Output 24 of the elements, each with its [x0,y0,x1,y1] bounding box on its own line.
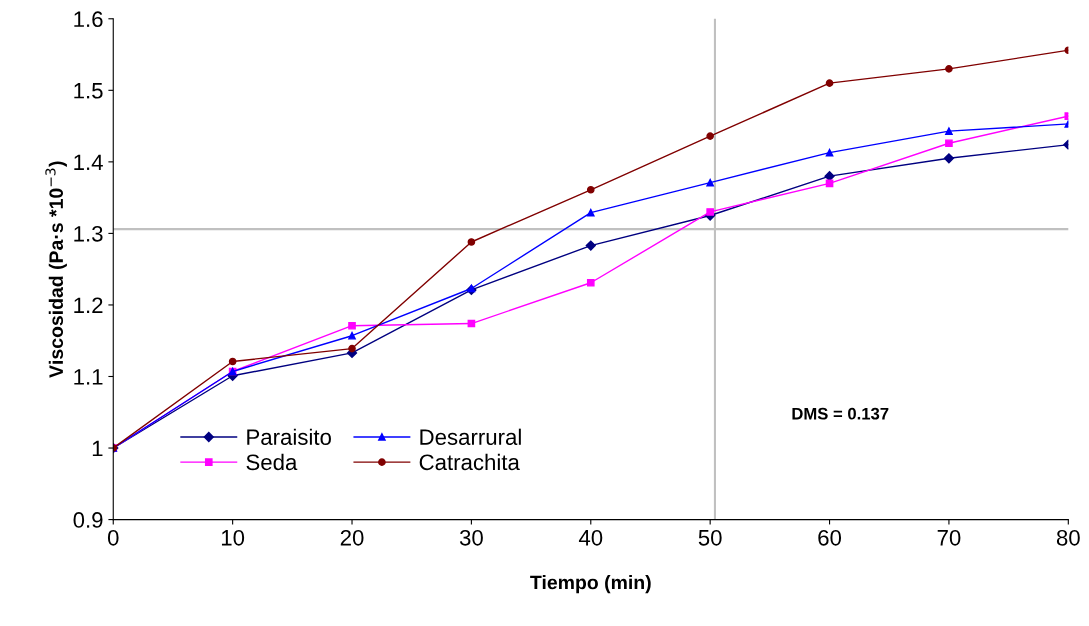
y-tick-label: 1 [92,440,103,457]
y-tick-label: 1.3 [74,225,103,242]
legend-label: Seda [246,453,298,471]
y-tick-label: 0.9 [73,512,103,528]
legend-label: Desarrural [420,428,521,445]
y-axis-title: Viscosidad (Pa·s *10$^{−3}$) [45,161,67,378]
legend-label: Paraisito [247,428,331,445]
annotation: DMS = 0.137 [792,407,889,420]
y-tick-label: 1.2 [74,297,103,313]
x-tick-label: 20 [340,529,364,546]
x-tick-label: 40 [578,529,603,546]
x-tick-label: 10 [221,529,245,546]
x-tick-label: 30 [459,529,483,546]
legend-label: Catrachita [419,453,520,471]
y-tick-label: 1.6 [74,11,103,28]
x-tick-label: 0 [107,529,119,546]
y-tick-label: 1.5 [74,83,103,99]
x-axis-title: Tiempo (min) [530,575,651,594]
x-tick-label: 80 [1056,529,1080,546]
y-tick-label: 1.1 [74,369,103,385]
x-tick-label: 50 [698,529,722,546]
y-tick-label: 1.4 [74,154,103,170]
x-tick-label: 70 [937,529,961,546]
x-tick-label: 60 [818,529,842,546]
